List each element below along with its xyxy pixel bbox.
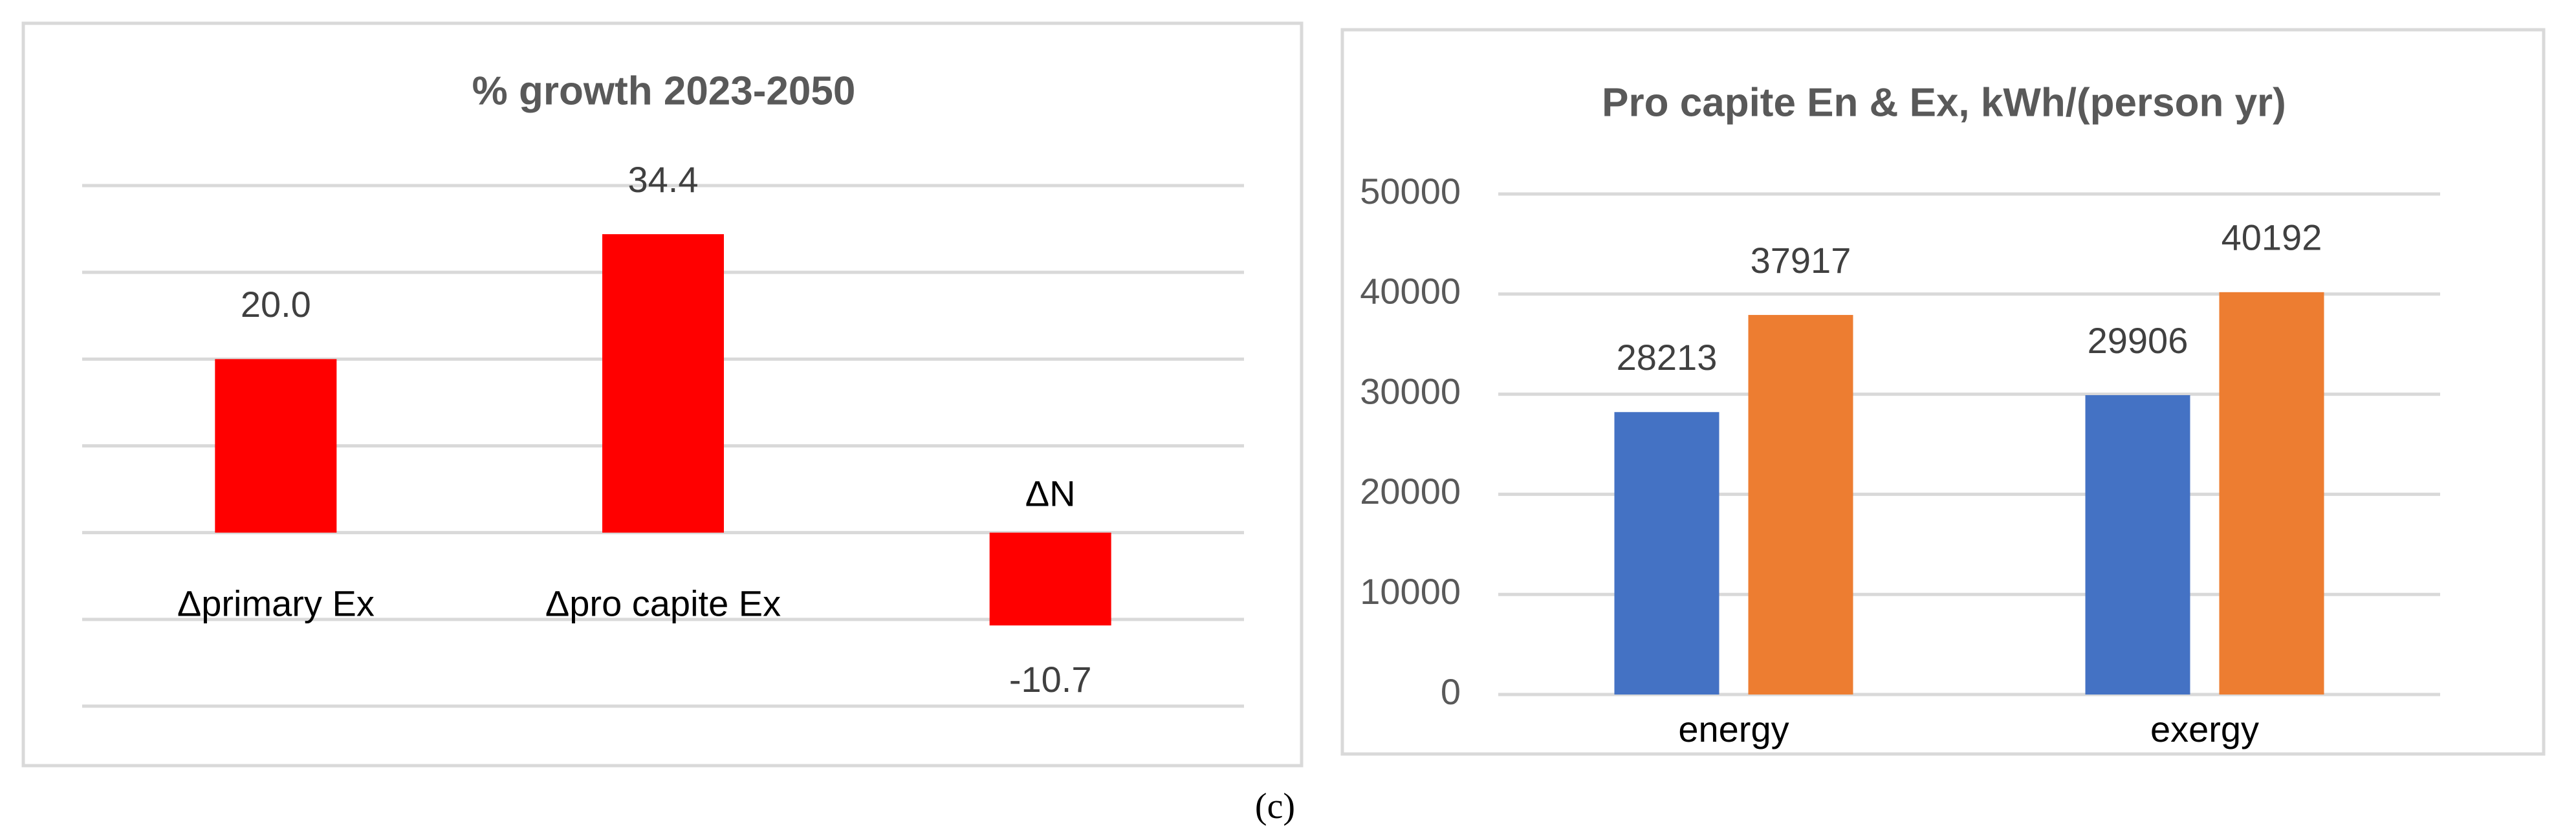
bar	[1748, 315, 1853, 695]
y-tick-label: 0	[1441, 671, 1461, 712]
chart-title: Pro capite En & Ex, kWh/(person yr)	[1602, 80, 2286, 125]
bar	[2085, 395, 2190, 695]
x-tick-label: Δpro capite Ex	[545, 583, 781, 623]
caption: (c)	[1255, 786, 1295, 826]
y-tick-label: 20000	[1360, 471, 1461, 512]
y-tick-label: 50000	[1360, 171, 1461, 211]
x-tick-label: exergy	[2150, 709, 2259, 749]
x-tick-label: ΔN	[1025, 473, 1076, 513]
bar	[602, 234, 724, 533]
chart-title: % growth 2023-2050	[472, 69, 856, 113]
bar	[1614, 412, 1719, 695]
y-tick-label: 40000	[1360, 271, 1461, 312]
value-label: -10.7	[1009, 659, 1092, 700]
bar	[215, 359, 337, 533]
y-tick-label: 30000	[1360, 371, 1461, 411]
x-tick-label: Δprimary Ex	[177, 583, 375, 623]
bar	[2219, 292, 2324, 695]
value-label: 37917	[1751, 240, 1851, 281]
value-label: 40192	[2221, 217, 2322, 258]
value-label: 20.0	[241, 284, 311, 325]
right-panel	[1340, 28, 2546, 756]
y-tick-label: 10000	[1360, 571, 1461, 612]
value-label: 29906	[2088, 320, 2189, 361]
value-label: 34.4	[628, 159, 699, 200]
bar	[989, 532, 1111, 626]
x-tick-label: energy	[1678, 709, 1789, 749]
value-label: 28213	[1617, 337, 1718, 378]
